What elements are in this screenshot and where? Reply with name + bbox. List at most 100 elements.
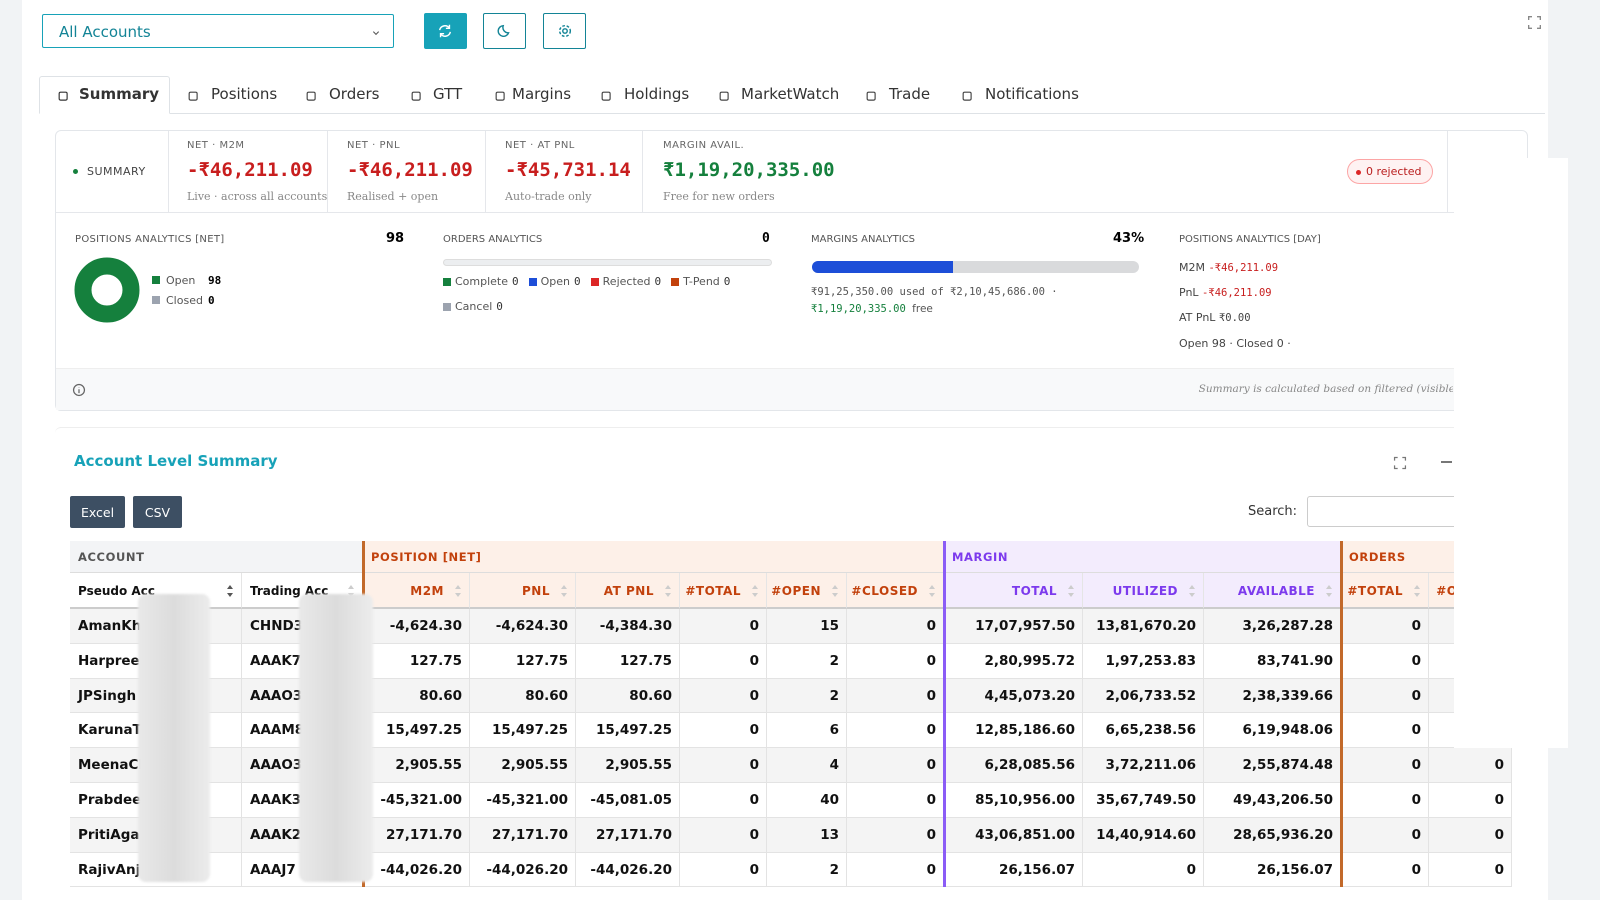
cell-border [846,783,847,818]
group-label: ACCOUNT [78,550,145,564]
legend-label: Rejected [602,275,651,288]
column-header[interactable] [1341,573,1429,609]
cell-border [1082,783,1083,818]
refresh-button[interactable] [424,13,467,49]
legend-label: Cancel [455,300,493,313]
table-cell: 2,905.55 [395,757,462,774]
table-cell: 0 [1494,792,1504,808]
table-cell: 14,40,914.60 [1096,826,1196,843]
tab-icon [865,88,878,101]
legend-swatch [590,277,599,286]
export-button[interactable]: CSV [133,496,182,528]
column-header[interactable] [363,573,470,609]
column-header[interactable] [767,573,847,609]
table-cell: 2,55,874.48 [1242,757,1333,774]
cell-border [1082,678,1083,714]
tab[interactable]: Trade [889,85,931,103]
cell-border [1511,852,1512,888]
tab[interactable]: Positions [211,85,278,103]
column-header[interactable] [470,573,576,609]
day-label: PnL [1179,286,1199,299]
legend-label: T-Pend [683,275,720,288]
column-label: M2M [410,584,444,598]
table-cell: 0 [926,652,936,669]
table-cell: 0 [926,687,936,704]
legend-label: Open [166,274,196,287]
table-cell: -44,026.20 [590,861,672,878]
theme-button[interactable] [483,13,526,49]
group-header [944,541,1341,573]
legend-item: Complete 0 [443,275,519,288]
cell-border [1203,852,1204,888]
tab[interactable]: Summary [79,85,160,103]
column-header[interactable] [1083,573,1204,609]
summary-note: Summary is calculated based on filtered … [1198,383,1453,395]
settings-button[interactable] [543,13,586,49]
table-cell: 2 [829,652,839,669]
tab[interactable]: GTT [433,85,463,103]
column-header[interactable] [1204,573,1341,609]
cell-border [469,713,470,749]
account-select-text: All Accounts [59,23,151,41]
column-header[interactable] [944,573,1083,609]
legend-item: Cancel 0 [443,300,503,313]
tab[interactable]: Orders [329,85,380,103]
sort-arrow [348,585,354,589]
icon [188,91,198,101]
column-header[interactable] [680,573,767,609]
tab[interactable]: MarketWatch [741,85,840,103]
column-header[interactable] [576,573,680,609]
cell-border [469,748,470,783]
legend-item: Open 0 [528,275,581,288]
sort-arrow [665,585,671,589]
tab[interactable]: Notifications [985,85,1079,103]
tab-active-box [39,76,170,114]
table-cell: 6,28,085.56 [984,757,1075,774]
tab-icon [961,88,974,101]
legend-item: Rejected 0 [590,275,661,288]
day-row: AT PnL ₹0.00 [1179,311,1251,324]
tab[interactable]: Holdings [624,85,690,103]
table-cell: AAAK2 [250,826,302,843]
cell-border [241,678,242,714]
cell-border [241,783,242,818]
icon [306,91,316,101]
table-cell: AAAM8 [250,722,305,739]
icon [719,91,729,101]
redaction [138,594,210,882]
cell-border [469,678,470,714]
tab[interactable]: Margins [512,85,572,103]
table-cell: 27,171.70 [491,826,568,843]
cell-border [766,852,767,888]
cell-border [241,748,242,783]
tab-icon [57,88,70,101]
icon [72,383,86,397]
cell-border [1428,678,1429,714]
export-button[interactable]: Excel [70,496,125,528]
group-rule [1340,541,1343,888]
table-cell: 0 [749,687,759,704]
table-cell: 3,26,287.28 [1242,618,1333,634]
cell-border [575,609,576,644]
sort-arrow [455,585,461,589]
cell-border [1428,643,1429,679]
account-select[interactable]: All Accounts [42,14,394,48]
kpi-note: Realised + open [347,190,439,203]
table-cell: 26,156.07 [1256,861,1333,878]
tab-icon [187,88,200,101]
tab-icon [305,88,318,101]
column-label: #TOTAL [1347,584,1403,598]
sort-arrow [1326,593,1332,597]
sort-arrow [929,593,935,597]
table-cell: 0 [1411,792,1421,808]
margin-free-amount: ₹1,19,20,335.00 [811,303,906,315]
group-header [363,541,944,573]
sort-arrow [1068,585,1074,589]
tab-rule [39,113,1545,114]
kpi-value: -₹45,731.14 [505,159,631,181]
legend-value: 0 [496,300,503,313]
table-cell: 40 [820,792,839,808]
table-cell: 27,171.70 [595,826,672,843]
icon [962,91,972,101]
